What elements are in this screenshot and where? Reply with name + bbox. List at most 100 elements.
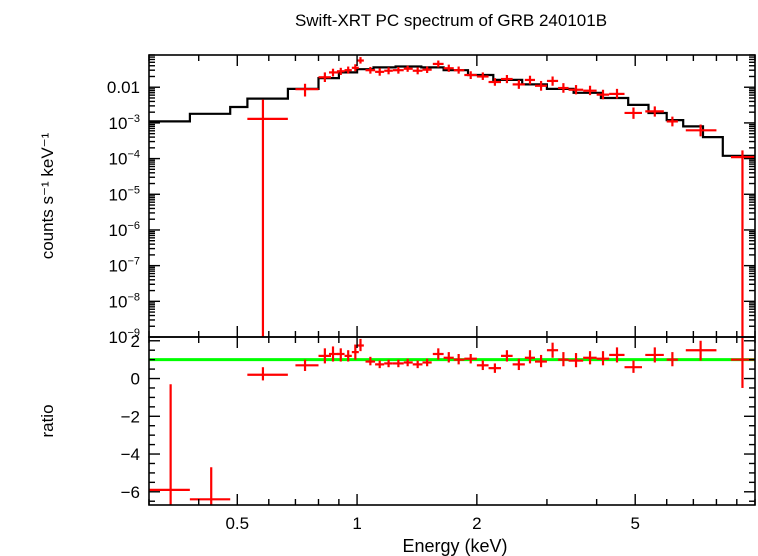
y-tick-label-spectrum: 10−6 [109,220,140,240]
y-tick-label-ratio: 2 [131,332,140,351]
data-point [512,79,525,89]
y-tick-label-spectrum: 10−7 [109,256,140,276]
data-point [365,66,376,74]
data-point [432,60,444,68]
data-point [403,65,413,72]
y-tick-label-spectrum: 10−3 [109,113,140,133]
data-point [730,150,755,337]
data-point [443,64,454,72]
ratio-point [318,348,332,364]
ratio-point [558,352,569,367]
model-step-line [149,65,755,157]
plot-layer: 0.5 1 2 50.0110−310−410−510−610−710−810−920… [107,54,756,533]
x-tick-label: 2 [472,514,481,533]
data-point [351,64,359,72]
y-tick-label-ratio: −2 [121,407,140,426]
ratio-point [189,467,231,505]
ratio-point [149,384,190,505]
ratio-point [344,350,352,362]
data-point [583,85,597,96]
ratio-point [568,353,584,368]
ratio-point [501,350,513,362]
ratio-point [596,351,610,366]
data-point [524,75,536,85]
ratio-point [609,347,625,363]
ratio-point [512,358,525,371]
ratio-point [685,340,717,361]
data-point [328,68,339,77]
data-point [476,72,489,80]
data-point [384,67,393,75]
ratio-point [295,359,319,371]
data-point [336,67,345,76]
data-point [685,124,717,137]
ratio-point [412,360,423,369]
data-point [464,71,477,80]
y-tick-label-ratio: 0 [131,370,140,389]
ratio-point [443,352,454,363]
ratio-point [546,342,559,358]
ratio-point [432,348,444,360]
ratio-point [645,347,664,363]
data-point [645,106,664,117]
data-point [488,78,502,86]
ratio-plot-area [149,337,755,505]
y-tick-label-spectrum: 0.01 [107,78,140,97]
ratio-point [422,358,432,367]
y-tick-label-spectrum: 10−9 [109,327,140,347]
spectrum-frame [148,54,756,338]
ratio-point [336,348,345,362]
data-point [295,83,319,97]
ratio-point [392,359,404,368]
ratio-point [351,344,359,360]
ratio-frame [148,336,756,506]
y-axis-label-ratio: ratio [38,404,57,437]
data-point [247,99,288,337]
ratio-point [375,360,385,369]
data-point [412,67,423,75]
data-point [666,116,678,127]
ratio-point [365,356,376,366]
y-tick-label-spectrum: 10−4 [109,149,140,169]
ratio-point [403,358,413,367]
spectrum-plot-area [149,57,755,337]
y-tick-label-ratio: −4 [121,445,140,464]
data-point [501,75,513,84]
data-point [558,83,569,93]
data-point [344,66,352,74]
data-point [357,57,364,64]
ratio-point [535,354,547,368]
ratio-point [464,353,477,364]
data-point [535,80,547,91]
y-tick-label-spectrum: 10−8 [109,291,140,311]
x-axis-label: Energy (keV) [402,536,507,556]
ratio-point [524,350,536,364]
x-tick-label: 5 [630,514,639,533]
ratio-point [730,337,755,388]
data-point [375,68,385,76]
ratio-point [357,338,364,352]
data-point [609,88,625,99]
ratio-point [488,363,502,373]
data-point [453,66,465,74]
data-point [596,89,610,100]
data-point [392,66,404,74]
x-tick-label: 0.5 [225,514,249,533]
ratio-point [476,360,489,371]
ratio-point [666,352,678,367]
y-tick-label-ratio: −6 [121,483,140,502]
ratio-point [583,351,597,365]
data-point [624,107,642,119]
data-point [568,85,584,95]
y-tick-label-spectrum: 10−5 [109,184,140,204]
ratio-point [453,353,465,365]
ratio-point [247,367,288,381]
y-axis-label-spectrum: counts s⁻¹ keV⁻¹ [38,132,57,259]
ratio-point [384,359,393,368]
data-point [546,76,559,86]
x-tick-label: 1 [352,514,361,533]
chart-title: Swift-XRT PC spectrum of GRB 240101B [295,11,607,30]
ratio-point [624,360,642,373]
data-point [422,66,432,74]
